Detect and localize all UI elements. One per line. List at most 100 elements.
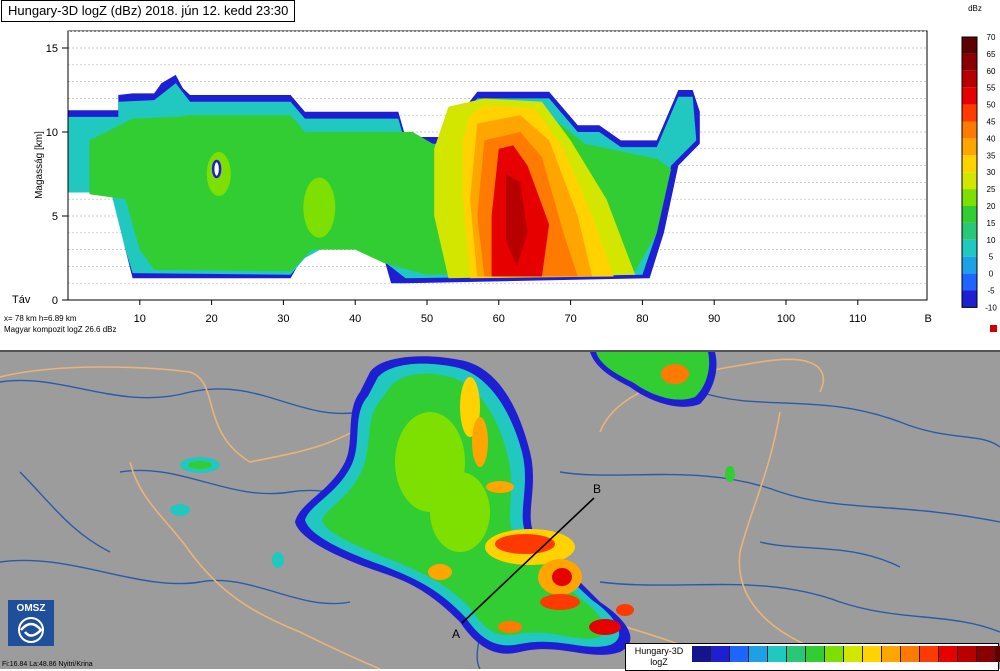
river: [759, 541, 901, 568]
colorbar-label: 15: [987, 219, 996, 228]
map-legend-swatch: [825, 646, 844, 662]
x-tick-label: B: [924, 313, 931, 325]
echo-intensity-band: [506, 174, 528, 267]
colorbar-label: 30: [987, 168, 996, 177]
colorbar-label: 25: [987, 185, 996, 194]
y-tick-label: 10: [46, 127, 58, 139]
map-legend-title-line2: logZ: [650, 657, 668, 667]
y-axis-label: Magasság [km]: [34, 131, 45, 199]
colorbar-swatch: [962, 256, 977, 274]
echo-patch: [430, 472, 490, 552]
x-tick-label: 90: [708, 313, 720, 325]
colorbar-label: 65: [987, 50, 996, 59]
echo-cell: [661, 364, 689, 384]
x-tick-label: 50: [421, 313, 433, 325]
colorbar-unit: dBz: [968, 4, 982, 13]
echo-cell: [472, 417, 488, 467]
y-tick-label: 15: [46, 43, 58, 55]
colorbar-label: 60: [987, 67, 996, 76]
colorbar-label: 10: [987, 236, 996, 245]
x-tick-label: 30: [277, 313, 289, 325]
echo-small: [725, 466, 735, 482]
country-border: [0, 366, 371, 463]
colorbar-swatch: [962, 273, 977, 291]
map-legend-swatch: [882, 646, 901, 662]
echo-cell: [428, 564, 452, 580]
colorbar-label: 5: [989, 253, 994, 262]
radar-map[interactable]: AB: [0, 352, 1000, 669]
echo-cell: [540, 594, 580, 610]
logo-text: OMSZ: [17, 603, 46, 614]
cursor-readout: x= 78 km h=6.89 km Magyar kompozit logZ …: [4, 313, 117, 335]
colorbar-frame: [961, 36, 978, 308]
map-legend-swatch: [711, 646, 730, 662]
colorbar-swatch: [962, 121, 977, 139]
x-tick-label: 40: [349, 313, 361, 325]
echo-cell: [486, 481, 514, 493]
distance-label: Táv: [12, 294, 31, 306]
colorbar-label: 55: [987, 84, 996, 93]
river: [19, 471, 111, 553]
river: [699, 391, 1000, 448]
x-tick-label: 100: [777, 313, 795, 325]
map-legend-swatch: [863, 646, 882, 662]
point-a-label: A: [452, 627, 460, 641]
country-border: [599, 358, 825, 433]
colorbar-swatch: [962, 138, 977, 156]
cross-section-line: [461, 497, 595, 624]
colorbar-swatch: [962, 87, 977, 105]
omsz-logo: OMSZ: [8, 600, 54, 646]
echo-patch: [303, 177, 336, 238]
colorbar-swatch: [962, 70, 977, 88]
map-legend-swatch: [939, 646, 958, 662]
colorbar-label: 35: [987, 151, 996, 160]
map-legend-swatch: [977, 646, 996, 662]
colorbar-marker: [990, 325, 997, 332]
omsz-logo-graphic: OMSZ: [8, 600, 54, 646]
colorbar-label: 20: [987, 202, 996, 211]
x-tick-label: 80: [636, 313, 648, 325]
colorbar-swatch: [962, 239, 977, 257]
cursor-position-text: x= 78 km h=6.89 km: [4, 314, 77, 323]
colorbar-swatch: [962, 155, 977, 173]
echo-cell: [460, 377, 480, 437]
map-legend-swatches: [692, 646, 1000, 662]
colorbar-swatch: [962, 222, 977, 240]
map-legend-swatch: [692, 646, 711, 662]
map-legend-title: Hungary-3D logZ: [629, 646, 689, 668]
colorbar-label: 0: [989, 270, 994, 279]
echo-cell: [552, 568, 572, 586]
cross-section-chart: 0 5 10 15 Magasság [km] Táv 10 20 30 40 50 60 70 80 90…: [0, 4, 1000, 352]
x-tick-label: 10: [134, 313, 146, 325]
echo-small: [272, 552, 284, 568]
echo-cell: [498, 621, 522, 633]
colorbar-swatch: [962, 172, 977, 190]
colorbar-swatch: [962, 104, 977, 122]
map-legend-swatch: [920, 646, 939, 662]
map-legend-swatch: [901, 646, 920, 662]
colorbar-swatch: [962, 53, 977, 71]
colorbar-swatch: [962, 206, 977, 223]
x-tick-label: 110: [849, 313, 867, 325]
river: [0, 379, 361, 415]
map-legend-swatch: [768, 646, 787, 662]
colorbar-label: 40: [987, 134, 996, 143]
river: [0, 559, 351, 605]
river: [599, 581, 1000, 633]
colorbar-label: 70: [987, 33, 996, 42]
colorbar-label: -5: [987, 287, 995, 296]
x-tick-label: 70: [564, 313, 576, 325]
colorbar-label: -10: [985, 303, 997, 312]
map-legend-swatch: [806, 646, 825, 662]
echo-cell: [589, 619, 621, 635]
colorbar-swatch: [962, 37, 977, 54]
map-legend: Hungary-3D logZ: [625, 643, 1000, 671]
x-tick-label: 20: [205, 313, 217, 325]
river: [559, 471, 1000, 523]
echo-region-north-inner: [596, 352, 710, 400]
echo-small: [170, 504, 190, 516]
point-b-label: B: [593, 482, 601, 496]
colorbar-label: 45: [987, 118, 996, 127]
echo-small: [188, 461, 212, 469]
